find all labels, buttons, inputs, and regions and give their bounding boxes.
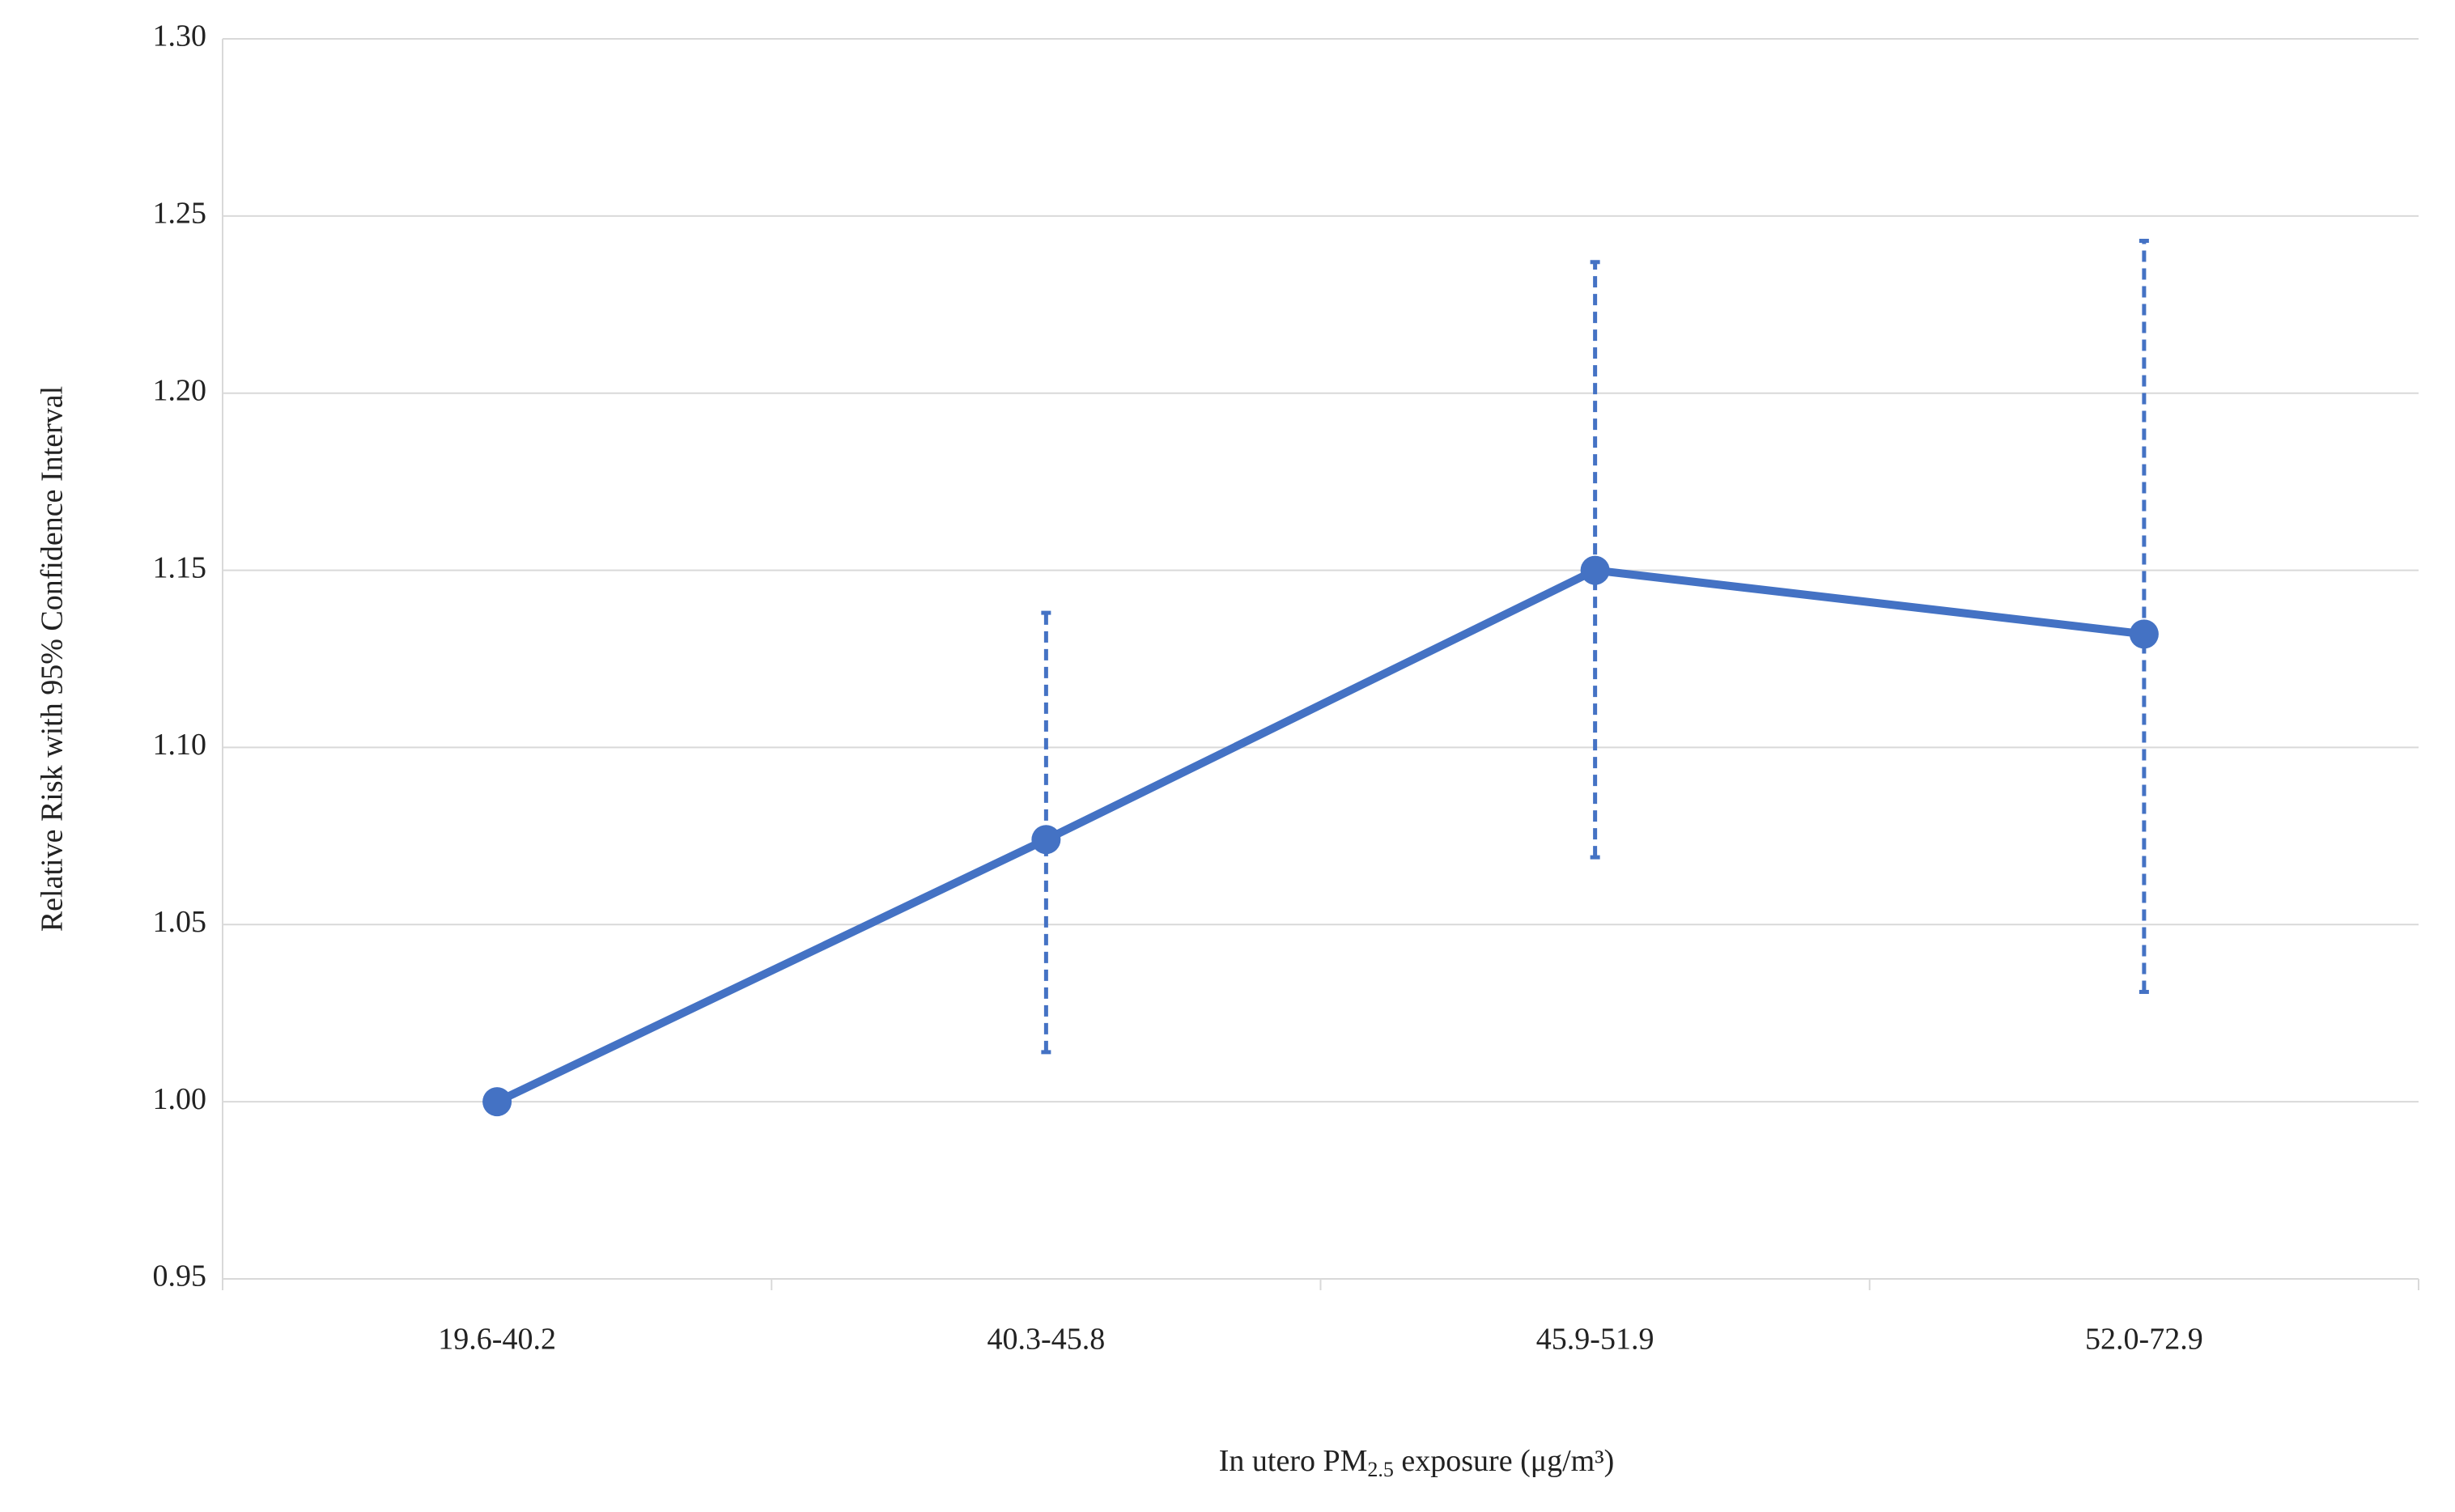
x-tick-label: 19.6-40.2 [438, 1323, 556, 1357]
x-axis-label-subscript: 2.5 [1367, 1458, 1394, 1481]
y-tick-label: 1.15 [153, 550, 207, 584]
x-tick-label: 45.9-51.9 [1536, 1323, 1654, 1357]
y-tick-label: 1.05 [153, 905, 207, 939]
y-axis-label: Relative Risk with 95% Confidence Interv… [36, 386, 70, 932]
x-axis-label-suffix: exposure (μg/m³) [1394, 1444, 1614, 1478]
y-tick-label: 0.95 [153, 1259, 207, 1293]
point [1580, 555, 1610, 585]
x-axis-label-text: In utero PM [1219, 1444, 1368, 1478]
point [1031, 825, 1061, 855]
y-tick-label: 1.10 [153, 728, 207, 762]
x-tick-label: 40.3-45.8 [988, 1323, 1106, 1357]
x-axis-label: In utero PM2.5 exposure (μg/m³) [1219, 1444, 1615, 1481]
y-tick-label: 1.30 [153, 19, 207, 53]
line [495, 566, 2145, 1106]
y-tick-label: 1.00 [153, 1082, 207, 1116]
y-tick-label: 1.20 [153, 373, 207, 407]
point [2129, 619, 2159, 649]
y-tick-label: 1.25 [153, 197, 207, 231]
x-tick-label: 52.0-72.9 [2085, 1323, 2203, 1357]
point [482, 1087, 512, 1117]
